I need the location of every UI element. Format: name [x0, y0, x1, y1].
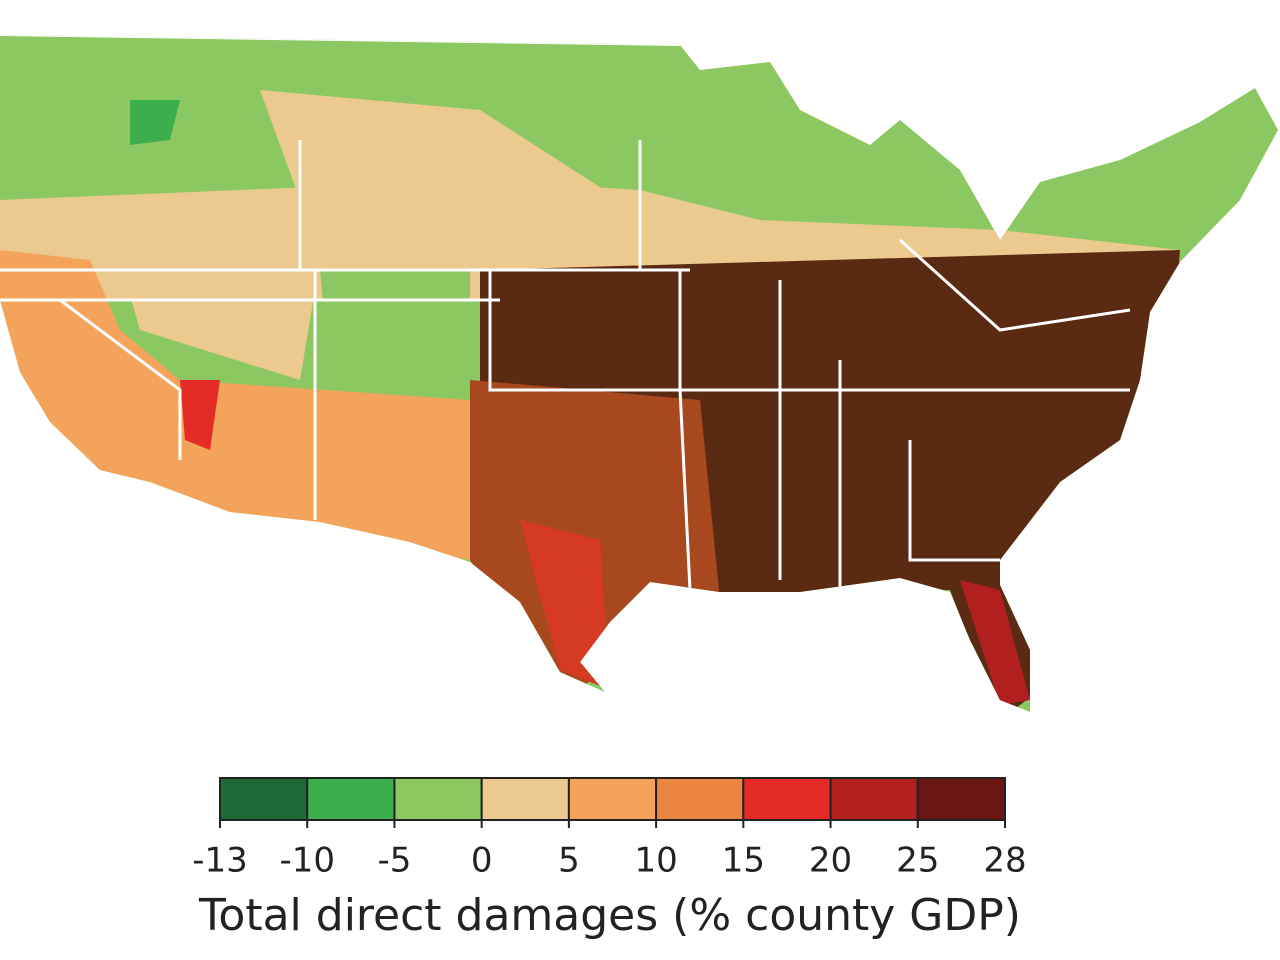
legend-swatch — [916, 777, 1006, 821]
legend-tick-label: 20 — [809, 841, 852, 881]
legend-swatch — [829, 777, 919, 821]
legend-swatch — [393, 777, 483, 821]
region-plains — [260, 90, 620, 230]
legend-swatch — [219, 777, 309, 821]
legend-tick-label: -10 — [279, 841, 335, 881]
legend-tick-label: -5 — [377, 841, 411, 881]
us-map — [0, 35, 1278, 712]
legend-tick-label: 15 — [722, 841, 765, 881]
legend: -13 -10 -5 0 5 10 15 20 25 28 — [192, 777, 1027, 881]
legend-tick-label: 28 — [983, 841, 1026, 881]
legend-tick-label: 5 — [558, 841, 580, 881]
state-borders — [0, 140, 1131, 591]
region-hotspot — [180, 380, 220, 450]
region-texas-south — [520, 520, 610, 690]
legend-tick-label: -13 — [192, 841, 248, 881]
region-mountain — [120, 260, 320, 380]
legend-tick-label: 0 — [471, 841, 493, 881]
legend-swatch — [742, 777, 832, 821]
region-florida — [960, 580, 1030, 705]
legend-tick-label: 10 — [634, 841, 677, 881]
region-colorado — [320, 270, 470, 380]
region-southeast — [480, 250, 1180, 712]
legend-swatch — [480, 777, 570, 821]
legend-title: Total direct damages (% county GDP) — [198, 890, 1021, 941]
legend-swatch — [655, 777, 745, 821]
region-dark-green — [130, 100, 180, 145]
legend-swatch — [567, 777, 658, 821]
legend-swatch — [306, 777, 396, 821]
legend-tick-label: 25 — [896, 841, 939, 881]
